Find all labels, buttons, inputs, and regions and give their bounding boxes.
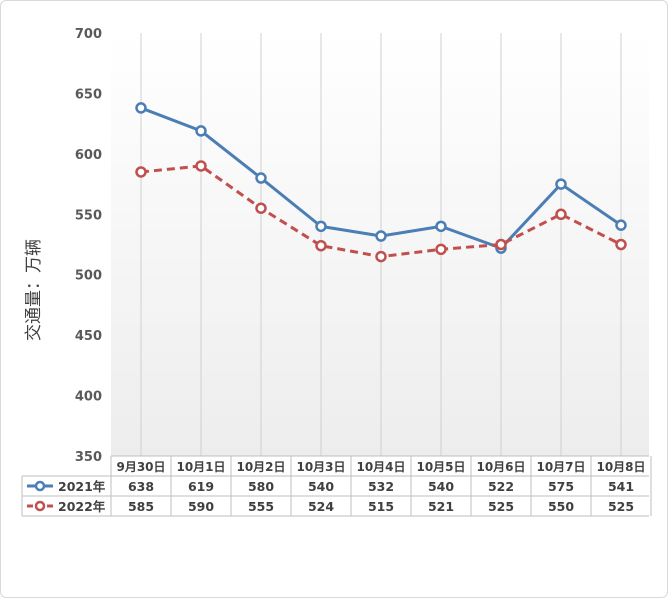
x-category-label: 10月7日 xyxy=(536,460,585,474)
x-category-label: 10月1日 xyxy=(176,460,225,474)
data-point xyxy=(135,166,147,178)
data-point xyxy=(615,238,627,251)
data-point xyxy=(255,172,267,184)
table-value: 532 xyxy=(368,479,394,494)
data-point xyxy=(615,219,627,231)
table-value: 575 xyxy=(548,479,574,494)
y-tick-label: 650 xyxy=(75,87,102,102)
legend-marker xyxy=(34,480,46,492)
table-value: 525 xyxy=(488,499,514,514)
x-category-label: 10月8日 xyxy=(596,460,645,474)
data-point xyxy=(495,238,507,251)
data-point xyxy=(135,102,147,114)
table-value: 619 xyxy=(188,479,214,494)
data-point xyxy=(315,239,327,252)
data-point xyxy=(315,220,327,233)
table-value: 521 xyxy=(428,499,454,514)
data-point xyxy=(375,250,387,263)
table-value: 580 xyxy=(248,479,274,494)
y-tick-label: 500 xyxy=(75,269,102,284)
x-category-label: 10月4日 xyxy=(356,460,405,474)
legend-series-name: 2022年 xyxy=(58,499,106,514)
table-value: 524 xyxy=(308,499,334,514)
table-value: 550 xyxy=(548,499,574,514)
table-value: 590 xyxy=(188,499,214,514)
table-value: 515 xyxy=(368,499,394,514)
table-value: 638 xyxy=(128,479,154,494)
y-tick-label: 350 xyxy=(75,450,102,465)
x-category-label: 10月3日 xyxy=(296,460,345,474)
y-tick-label: 600 xyxy=(75,148,102,163)
plot-area xyxy=(111,33,649,456)
x-category-label: 10月2日 xyxy=(236,460,285,474)
table-value: 555 xyxy=(248,499,274,514)
table-value: 540 xyxy=(428,479,454,494)
y-tick-label: 450 xyxy=(75,329,102,344)
y-tick-label: 700 xyxy=(75,27,102,42)
data-point xyxy=(555,178,567,190)
table-value: 541 xyxy=(608,479,634,494)
data-point xyxy=(195,125,207,137)
table-value: 540 xyxy=(308,479,334,494)
x-category-label: 9月30日 xyxy=(116,460,165,474)
legend-marker xyxy=(34,500,46,512)
x-category-label: 10月5日 xyxy=(416,460,465,474)
data-point xyxy=(435,243,447,256)
data-point xyxy=(555,208,567,221)
legend-series-name: 2021年 xyxy=(58,479,106,494)
y-tick-label: 550 xyxy=(75,208,102,223)
data-point xyxy=(435,220,447,233)
y-tick-label: 400 xyxy=(75,390,102,405)
x-category-label: 10月6日 xyxy=(476,460,525,474)
table-value: 525 xyxy=(608,499,634,514)
data-point xyxy=(195,160,207,172)
table-value: 585 xyxy=(128,499,154,514)
table-value: 522 xyxy=(488,479,514,494)
data-point xyxy=(375,230,387,242)
data-point xyxy=(255,202,267,214)
y-axis-label: 交通量：万辆 xyxy=(24,239,44,341)
